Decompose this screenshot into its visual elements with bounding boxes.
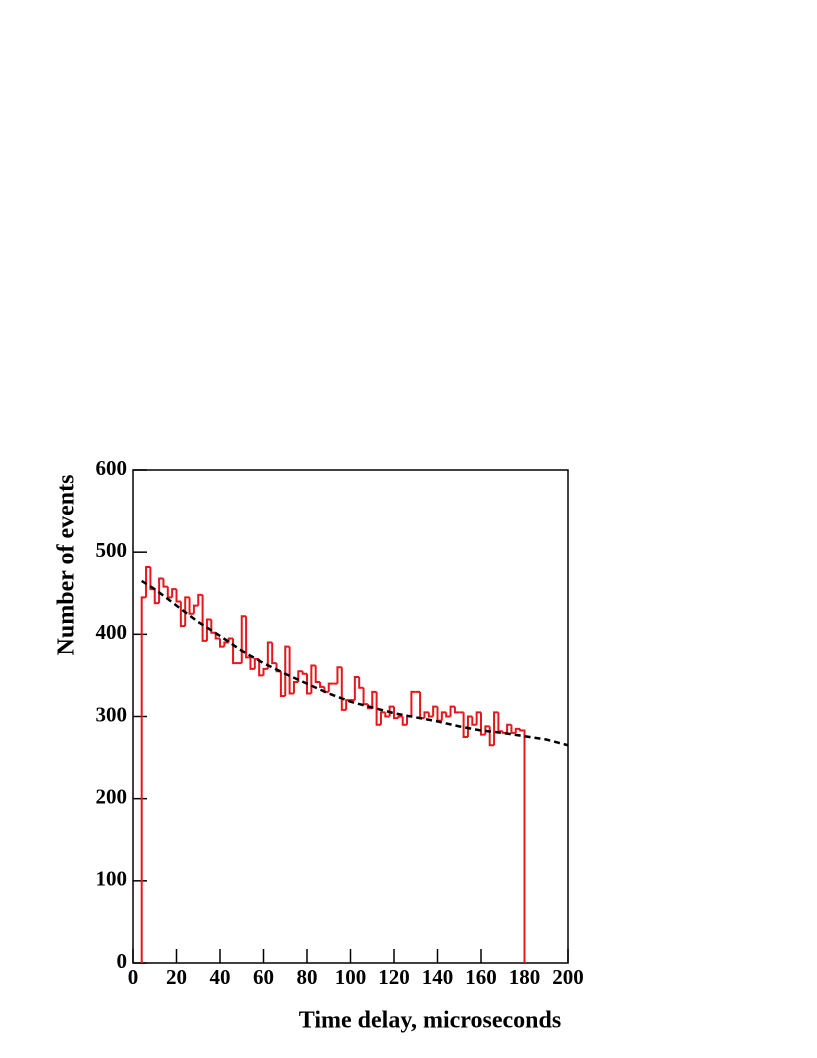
histogram-step [162,578,168,588]
histogram-step [397,715,403,719]
histogram-step [201,594,207,642]
y-tick-label: 200 [96,784,128,808]
histogram-step [393,706,399,720]
histogram-step [466,715,473,738]
histogram-step [384,712,390,718]
histogram-step [205,618,212,641]
histogram-step [427,712,434,718]
x-tick-label: 60 [253,965,274,989]
y-tick-label: 300 [96,702,128,726]
histogram-step [310,664,316,694]
histogram-step [292,680,299,694]
histogram-step [423,711,429,719]
x-tick-label: 80 [297,965,318,989]
x-tick-label: 180 [509,965,541,989]
histogram-step [288,646,294,695]
y-tick-label: 500 [96,538,128,562]
histogram-step [262,667,268,676]
histogram-step [271,642,277,665]
histogram-step [166,586,173,599]
histogram-step [440,711,447,721]
histogram-step [497,712,503,733]
histogram-step [462,712,468,739]
histogram-step [240,615,247,664]
histogram-step [493,711,499,746]
histogram-step [279,671,286,697]
x-tick-label: 140 [422,965,454,989]
histogram-step [449,705,455,717]
histogram-step [353,676,360,701]
histogram-step [192,604,199,614]
histogram-step [249,657,255,670]
histogram-step [506,723,512,733]
histogram-step [362,687,368,706]
histogram-step [432,705,438,717]
histogram-step [197,593,203,606]
x-tick-label: 40 [210,965,231,989]
histogram-step [188,597,194,615]
histogram-step [401,716,408,726]
y-tick-label: 0 [117,949,128,973]
histogram-step [266,641,273,669]
histogram-step [232,638,238,665]
histogram-step [184,596,190,627]
histogram-step [519,728,526,963]
plot-frame [132,469,569,964]
histogram-step [284,645,290,696]
histogram-step [258,658,264,677]
histogram-step [406,715,412,725]
histogram-step [153,589,160,605]
histogram-step [510,724,516,734]
histogram-step [445,712,451,718]
histogram-step [471,716,477,726]
x-tick-label: 20 [166,965,187,989]
histogram-step [245,616,251,659]
fit-curve [141,579,569,747]
histogram-step [210,619,216,634]
y-tick-label: 600 [96,456,128,480]
histogram-step [306,673,312,695]
histogram-step [158,577,164,604]
histogram-step [140,596,147,963]
histogram-step [371,690,377,709]
histogram-step [358,677,364,689]
histogram-step [514,727,521,733]
histogram-step [410,690,416,717]
y-axis-title: Number of events [54,475,80,656]
histogram-step [219,638,225,648]
histogram-step [319,681,325,688]
histogram-step [340,667,347,711]
histogram-step [223,641,229,647]
histogram-step [171,588,177,598]
x-tick-label: 120 [378,965,410,989]
histogram-step [327,682,334,692]
histogram-step [301,671,307,675]
x-tick-label: 0 [128,965,139,989]
histogram-step [480,712,486,736]
histogram-step [314,665,321,683]
histogram-step [145,565,151,598]
x-tick-label: 100 [335,965,367,989]
y-tick-label: 100 [96,867,128,891]
histogram-step [179,601,186,628]
x-tick-label: 160 [465,965,497,989]
histogram-step [175,589,181,603]
histogram-step [375,691,381,726]
x-tick-label: 200 [552,965,584,989]
x-axis-title: Time delay, microseconds [299,1008,561,1034]
y-tick-label: 400 [96,620,128,644]
histogram-step [453,706,460,714]
histogram-step [379,711,386,725]
histogram-step [475,711,481,725]
histogram-step [336,666,342,684]
